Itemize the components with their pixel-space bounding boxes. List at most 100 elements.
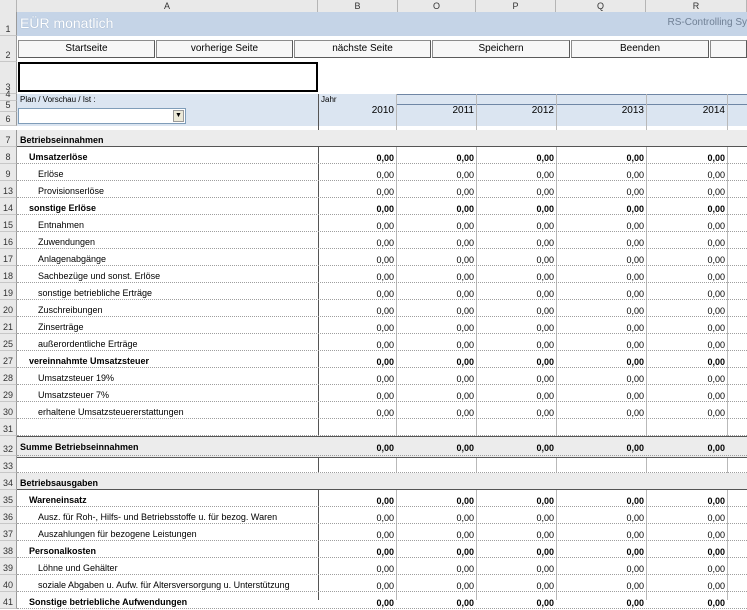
value-cell[interactable]: 0,00 [376,408,394,418]
value-cell[interactable]: 0,00 [536,238,554,248]
value-cell[interactable]: 0,00 [536,272,554,282]
value-cell[interactable]: 0,00 [456,564,474,574]
value-cell[interactable]: 0,00 [376,443,394,453]
value-cell[interactable]: 0,00 [376,547,394,557]
value-cell[interactable]: 0,00 [456,340,474,350]
value-cell[interactable]: 0,00 [707,255,725,265]
value-cell[interactable]: 0,00 [707,408,725,418]
value-cell[interactable]: 0,00 [536,547,554,557]
value-cell[interactable]: 0,00 [376,581,394,591]
value-cell[interactable]: 0,00 [376,513,394,523]
value-cell[interactable]: 0,00 [456,153,474,163]
plan-dropdown[interactable]: ▼ [18,108,186,124]
value-cell[interactable]: 0,00 [456,272,474,282]
value-cell[interactable]: 0,00 [626,547,644,557]
value-cell[interactable]: 0,00 [456,496,474,506]
value-cell[interactable]: 0,00 [536,340,554,350]
column-header-b[interactable]: B [318,0,398,12]
value-cell[interactable]: 0,00 [707,204,725,214]
value-cell[interactable]: 0,00 [626,306,644,316]
value-cell[interactable]: 0,00 [376,530,394,540]
value-cell[interactable]: 0,00 [456,391,474,401]
chevron-down-icon[interactable]: ▼ [173,110,184,122]
value-cell[interactable]: 0,00 [707,187,725,197]
value-cell[interactable]: 0,00 [707,289,725,299]
value-cell[interactable]: 0,00 [536,408,554,418]
value-cell[interactable]: 0,00 [536,187,554,197]
value-cell[interactable]: 0,00 [536,323,554,333]
value-cell[interactable]: 0,00 [536,443,554,453]
value-cell[interactable]: 0,00 [456,513,474,523]
value-cell[interactable]: 0,00 [626,513,644,523]
value-cell[interactable]: 0,00 [456,443,474,453]
value-cell[interactable]: 0,00 [707,530,725,540]
value-cell[interactable]: 0,00 [376,187,394,197]
value-cell[interactable]: 0,00 [536,170,554,180]
value-cell[interactable]: 0,00 [536,564,554,574]
value-cell[interactable]: 0,00 [536,530,554,540]
value-cell[interactable]: 0,00 [536,357,554,367]
button-beenden[interactable]: Beenden [571,40,709,58]
value-cell[interactable]: 0,00 [456,238,474,248]
value-cell[interactable]: 0,00 [536,391,554,401]
value-cell[interactable]: 0,00 [376,564,394,574]
value-cell[interactable]: 0,00 [626,153,644,163]
value-cell[interactable]: 0,00 [536,221,554,231]
value-cell[interactable]: 0,00 [707,357,725,367]
value-cell[interactable]: 0,00 [626,530,644,540]
value-cell[interactable]: 0,00 [707,323,725,333]
value-cell[interactable]: 0,00 [707,513,725,523]
value-cell[interactable]: 0,00 [626,238,644,248]
value-cell[interactable]: 0,00 [376,204,394,214]
value-cell[interactable]: 0,00 [707,272,725,282]
value-cell[interactable]: 0,00 [536,513,554,523]
value-cell[interactable]: 0,00 [626,564,644,574]
value-cell[interactable]: 0,00 [376,289,394,299]
value-cell[interactable]: 0,00 [707,221,725,231]
value-cell[interactable]: 0,00 [707,340,725,350]
value-cell[interactable]: 0,00 [456,187,474,197]
value-cell[interactable]: 0,00 [456,289,474,299]
value-cell[interactable]: 0,00 [456,221,474,231]
value-cell[interactable]: 0,00 [626,357,644,367]
value-cell[interactable]: 0,00 [536,496,554,506]
value-cell[interactable]: 0,00 [626,289,644,299]
value-cell[interactable]: 0,00 [707,374,725,384]
value-cell[interactable]: 0,00 [536,306,554,316]
column-header-q[interactable]: Q [556,0,646,12]
value-cell[interactable]: 0,00 [626,443,644,453]
value-cell[interactable]: 0,00 [376,238,394,248]
value-cell[interactable]: 0,00 [456,306,474,316]
value-cell[interactable]: 0,00 [626,340,644,350]
column-header-o[interactable]: O [398,0,476,12]
value-cell[interactable]: 0,00 [707,547,725,557]
button-startseite[interactable]: Startseite [18,40,155,58]
value-cell[interactable]: 0,00 [376,323,394,333]
value-cell[interactable]: 0,00 [376,374,394,384]
value-cell[interactable]: 0,00 [376,153,394,163]
button-nächste-seite[interactable]: nächste Seite [294,40,431,58]
button-extra[interactable] [710,40,747,58]
value-cell[interactable]: 0,00 [626,391,644,401]
value-cell[interactable]: 0,00 [456,255,474,265]
value-cell[interactable]: 0,00 [707,496,725,506]
value-cell[interactable]: 0,00 [456,374,474,384]
value-cell[interactable]: 0,00 [626,204,644,214]
value-cell[interactable]: 0,00 [626,221,644,231]
value-cell[interactable]: 0,00 [376,496,394,506]
value-cell[interactable]: 0,00 [536,374,554,384]
value-cell[interactable]: 0,00 [456,170,474,180]
value-cell[interactable]: 0,00 [707,238,725,248]
value-cell[interactable]: 0,00 [626,187,644,197]
value-cell[interactable]: 0,00 [376,357,394,367]
value-cell[interactable]: 0,00 [626,255,644,265]
value-cell[interactable]: 0,00 [456,547,474,557]
value-cell[interactable]: 0,00 [626,170,644,180]
button-vorherige-seite[interactable]: vorherige Seite [156,40,293,58]
value-cell[interactable]: 0,00 [626,408,644,418]
value-cell[interactable]: 0,00 [456,323,474,333]
column-header-a[interactable]: A [17,0,318,12]
value-cell[interactable]: 0,00 [626,272,644,282]
value-cell[interactable]: 0,00 [456,357,474,367]
value-cell[interactable]: 0,00 [376,391,394,401]
